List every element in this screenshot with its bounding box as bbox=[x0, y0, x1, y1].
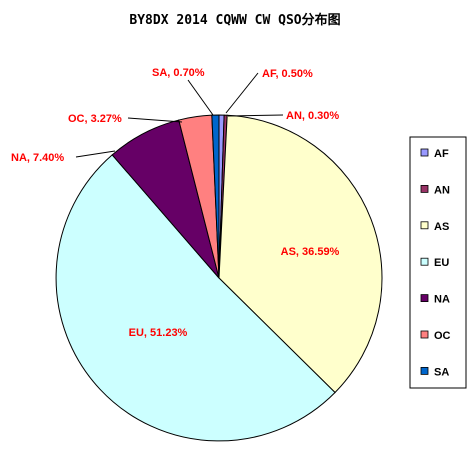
leader-lines bbox=[75, 72, 284, 158]
leader-line-na bbox=[75, 150, 116, 158]
data-label-eu: EU, 51.23% bbox=[129, 327, 188, 339]
pie-slice-as bbox=[218, 114, 383, 394]
legend-swatch-af bbox=[420, 148, 429, 157]
legend-swatch-na bbox=[420, 294, 429, 303]
data-labels: AF, 0.50% AN, 0.30% AS, 36.59% EU, 51.23% NA… bbox=[11, 67, 340, 339]
legend: AF AN AS EU NA OC SA bbox=[409, 136, 467, 389]
legend-label-af: AF bbox=[434, 148, 449, 160]
leader-line-af bbox=[225, 72, 259, 114]
legend-box bbox=[409, 136, 467, 389]
legend-label-oc: OC bbox=[434, 330, 451, 342]
pie-slice-eu bbox=[55, 154, 336, 442]
data-label-oc: OC, 3.27% bbox=[68, 113, 122, 125]
data-label-sa: SA, 0.70% bbox=[152, 67, 205, 79]
legend-label-eu: EU bbox=[434, 257, 449, 269]
legend-swatch-eu bbox=[420, 257, 429, 266]
chart-title: BY8DX 2014 CQWW CW QSO分布图 bbox=[129, 12, 340, 28]
legend-label-an: AN bbox=[434, 184, 450, 196]
legend-swatch-as bbox=[420, 221, 429, 230]
pie-slice-sa bbox=[211, 114, 220, 279]
leader-line-an bbox=[227, 114, 284, 117]
legend-swatch-oc bbox=[420, 330, 429, 339]
leader-line-oc bbox=[127, 117, 183, 123]
data-label-as: AS, 36.59% bbox=[281, 246, 340, 258]
leader-line-sa bbox=[187, 79, 214, 116]
legend-label-na: NA bbox=[434, 294, 450, 306]
slices-layer bbox=[55, 114, 383, 442]
data-label-an: AN, 0.30% bbox=[286, 110, 339, 122]
data-label-na: NA, 7.40% bbox=[11, 152, 64, 164]
legend-swatch-sa bbox=[420, 366, 429, 375]
legend-label-as: AS bbox=[434, 221, 449, 233]
legend-swatch-an bbox=[420, 184, 429, 193]
data-label-af: AF, 0.50% bbox=[262, 68, 313, 80]
legend-label-sa: SA bbox=[434, 366, 449, 378]
